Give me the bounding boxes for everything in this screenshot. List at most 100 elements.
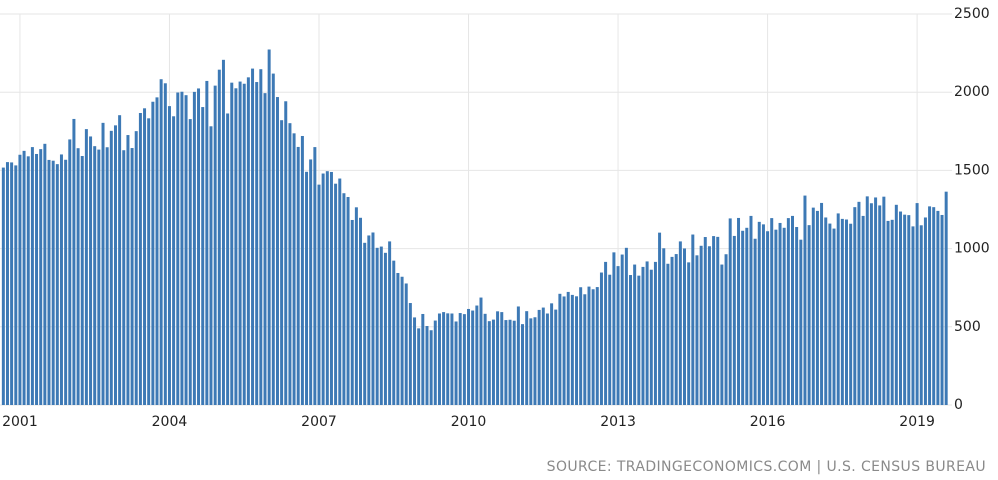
bar: [508, 319, 512, 405]
bar: [35, 153, 39, 405]
bar: [554, 309, 558, 405]
bar: [525, 311, 529, 405]
bar: [80, 156, 84, 405]
bar: [832, 228, 836, 405]
bar: [633, 264, 637, 405]
y-tick-label: 1000: [954, 241, 990, 257]
bar: [894, 204, 898, 405]
bar: [213, 85, 217, 406]
x-tick-label: 2019: [899, 414, 935, 430]
bar: [192, 91, 196, 405]
bar: [844, 219, 848, 405]
bar: [786, 218, 790, 405]
y-tick-label: 2000: [954, 84, 990, 100]
bar: [479, 297, 483, 405]
bar: [907, 215, 911, 405]
y-tick-label: 1500: [954, 162, 990, 178]
bar: [940, 214, 944, 405]
bar: [899, 211, 903, 405]
bar: [101, 122, 105, 405]
bar: [180, 91, 184, 405]
bar: [720, 264, 724, 405]
bar: [317, 184, 321, 405]
bar: [39, 149, 43, 405]
bar: [321, 173, 325, 405]
bar: [658, 232, 662, 405]
bar: [562, 296, 566, 405]
bar: [919, 225, 923, 405]
bar: [807, 225, 811, 405]
bar: [184, 95, 188, 405]
bar: [367, 235, 371, 405]
bar: [275, 97, 279, 405]
bar: [413, 317, 417, 405]
bar: [126, 135, 130, 406]
bar: [105, 147, 109, 405]
bar: [84, 129, 88, 405]
bar: [354, 207, 358, 405]
bar: [155, 97, 159, 405]
bar: [936, 210, 940, 405]
bar: [442, 312, 446, 405]
bar: [645, 261, 649, 405]
bar: [475, 305, 479, 405]
bar: [811, 207, 815, 405]
bar: [296, 146, 300, 405]
bar: [678, 241, 682, 405]
bar: [288, 123, 292, 405]
bar: [151, 101, 155, 405]
bar: [325, 171, 329, 405]
bar: [113, 125, 117, 405]
bar: [928, 206, 932, 405]
bar: [857, 201, 861, 405]
y-tick-label: 0: [954, 397, 963, 413]
bar: [820, 202, 824, 405]
bar: [167, 106, 171, 405]
bar: [512, 320, 516, 405]
bar: [176, 92, 180, 405]
bar: [467, 308, 471, 405]
bar: [761, 224, 765, 405]
bar: [5, 162, 9, 405]
bar: [342, 193, 346, 405]
bar: [471, 310, 475, 405]
bar: [753, 238, 757, 405]
bar: [558, 293, 562, 405]
bar: [271, 73, 275, 405]
bar: [18, 154, 22, 405]
bar: [388, 241, 392, 405]
bar: [238, 81, 242, 406]
bar: [47, 159, 51, 405]
bar: [130, 148, 134, 406]
bar: [757, 221, 761, 405]
bar: [26, 156, 30, 405]
bar: [749, 215, 753, 405]
bar: [537, 309, 541, 405]
x-tick-label: 2010: [451, 414, 487, 430]
bar: [93, 146, 97, 405]
bar: [68, 139, 72, 405]
bar: [923, 217, 927, 405]
bar: [782, 227, 786, 405]
bar: [143, 108, 147, 405]
bar: [724, 254, 728, 405]
bar: [329, 171, 333, 405]
bar: [579, 287, 583, 405]
y-tick-label: 500: [954, 319, 981, 335]
bar: [226, 113, 230, 405]
bar: [491, 319, 495, 405]
bar: [383, 252, 387, 405]
bar: [280, 120, 284, 405]
bar: [840, 218, 844, 405]
bar: [703, 237, 707, 405]
x-tick-label: 2007: [301, 414, 337, 430]
bar: [375, 247, 379, 405]
bar: [10, 162, 14, 405]
bar: [251, 68, 255, 405]
bar: [541, 307, 545, 405]
bar: [392, 260, 396, 405]
bar: [691, 234, 695, 405]
bar: [209, 126, 213, 405]
bar: [221, 59, 225, 406]
